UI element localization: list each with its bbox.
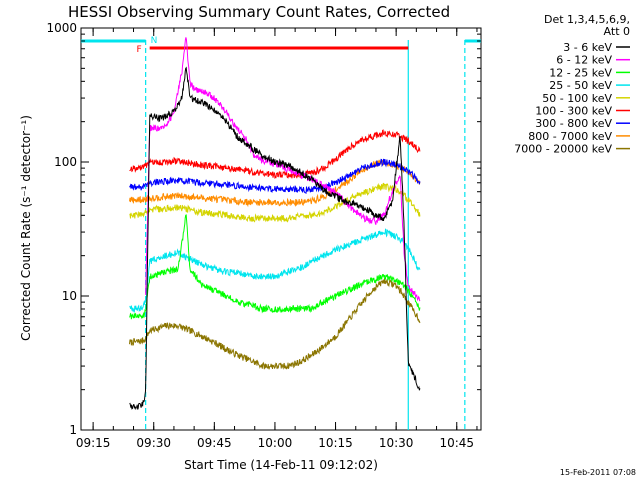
y-axis-label: Corrected Count Rate (s⁻¹ detector⁻¹) — [19, 115, 33, 341]
legend-label-9: 7000 - 20000 keV — [514, 143, 612, 156]
chart-title: HESSI Observing Summary Count Rates, Cor… — [68, 3, 450, 21]
series-line-6 — [129, 129, 421, 180]
y-tick-label-4: 1000 — [46, 21, 77, 35]
legend-label-8: 800 - 7000 keV — [528, 130, 612, 143]
x-axis-label: Start Time (14-Feb-11 09:12:02) — [184, 458, 378, 472]
flare-flag-label: F — [136, 45, 141, 55]
legend-label-1: 3 - 6 keV — [563, 41, 612, 54]
footer-timestamp: 15-Feb-2011 07:08 — [560, 468, 636, 477]
legend-header-line-1: Det 1,3,4,5,6,9, — [544, 13, 630, 26]
series-line-5 — [129, 182, 421, 223]
plot-frame — [80, 27, 482, 431]
x-tick-label-2: 09:30 — [136, 436, 171, 450]
series-line-3 — [129, 214, 421, 320]
axes-group: 09:15 09:30 09:45 10:00 10:15 10:30 10:45 1 10 10… — [46, 21, 481, 450]
legend-label-6: 100 - 300 keV — [535, 105, 612, 118]
x-tick-label-6: 10:30 — [379, 436, 414, 450]
legend-label-3: 12 - 25 keV — [549, 66, 612, 79]
x-tick-label-1: 09:15 — [76, 436, 111, 450]
y-tick-label-2: 10 — [62, 289, 77, 303]
series-line-4 — [129, 228, 421, 313]
series-line-7 — [129, 158, 421, 194]
y-tick-label-3: 100 — [54, 155, 77, 169]
legend-label-4: 25 - 50 keV — [549, 79, 612, 92]
y-tick-label-1: 1 — [69, 423, 77, 437]
series-line-1 — [129, 66, 421, 411]
x-tick-label-4: 10:00 — [258, 436, 293, 450]
series-group — [129, 37, 421, 411]
night-flag-label: N — [151, 36, 158, 46]
legend-label-5: 50 - 100 keV — [542, 92, 612, 105]
plot-area — [80, 27, 482, 431]
x-tick-label-3: 09:45 — [197, 436, 232, 450]
legend-label-2: 6 - 12 keV — [556, 54, 612, 67]
x-tick-label-5: 10:15 — [318, 436, 353, 450]
x-tick-label-7: 10:45 — [439, 436, 474, 450]
legend-header-line-2: Att 0 — [604, 25, 630, 38]
legend-label-7: 300 - 800 keV — [535, 117, 612, 130]
series-line-2 — [145, 37, 421, 302]
series-line-9 — [129, 278, 421, 370]
